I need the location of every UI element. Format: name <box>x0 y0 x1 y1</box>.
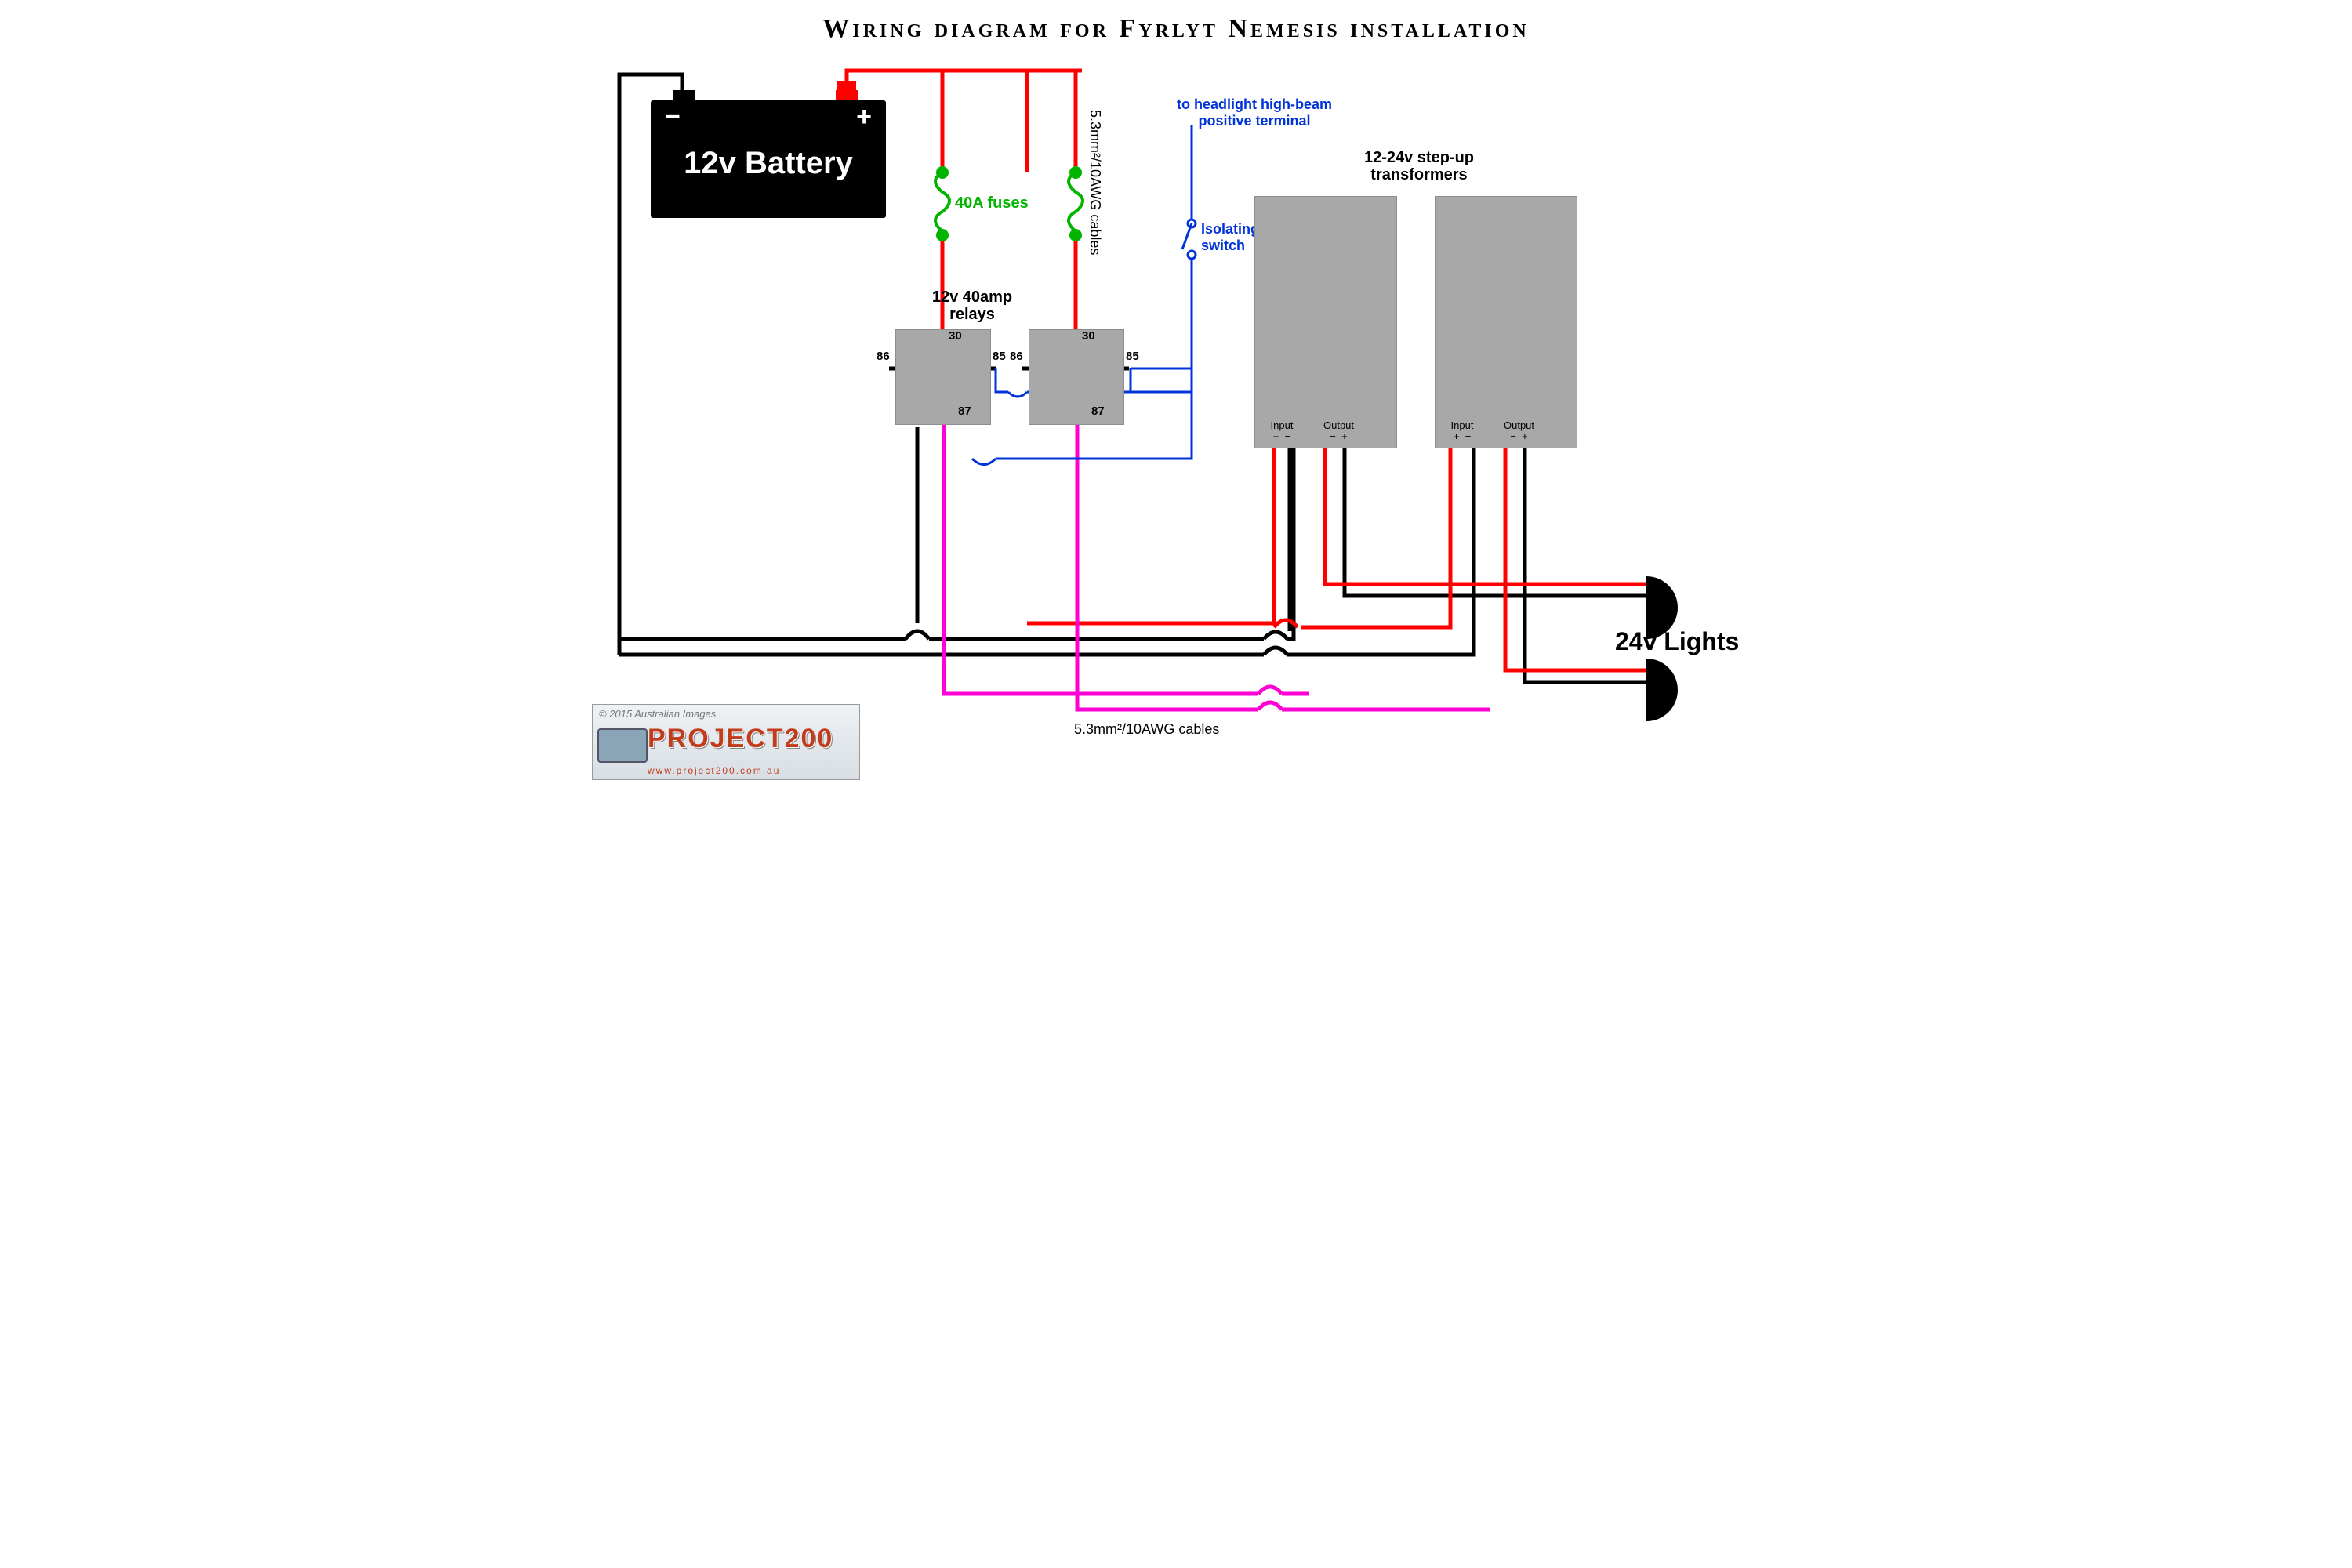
isolating-switch-label: Isolating switch <box>1201 221 1259 254</box>
battery-neg: − <box>665 102 681 132</box>
relay2-pin30: 30 <box>1082 329 1095 343</box>
xfmr2-output-minus: − <box>1510 430 1516 442</box>
battery-label: 12v Battery <box>651 146 886 181</box>
xfmr2-output-text: Output <box>1504 419 1534 431</box>
relay1-pin87: 87 <box>958 405 971 418</box>
xfmr1-input-plus: + <box>1273 430 1279 442</box>
transformers-heading: 12-24v step-up transformers <box>1333 149 1505 183</box>
xfmr2-output-plus: + <box>1522 430 1528 442</box>
highbeam-label: to headlight high-beam positive terminal <box>1152 96 1356 129</box>
cables-bottom-label: 5.3mm²/10AWG cables <box>1074 721 1219 738</box>
xfmr2-output-label: Output − + <box>1497 420 1541 443</box>
transformer-1 <box>1254 196 1397 448</box>
xfmr2-input-label: Input + − <box>1443 420 1482 443</box>
xfmr1-output-plus: + <box>1341 430 1348 442</box>
relay-2 <box>1029 329 1124 425</box>
lights-label: 24v Lights <box>1615 627 1739 656</box>
relay1-pin85: 85 <box>993 350 1006 363</box>
relay2-pin87: 87 <box>1091 405 1105 418</box>
logo-name: PROJECT200 <box>648 724 833 754</box>
relay2-pin85: 85 <box>1126 350 1139 363</box>
relay1-pin30: 30 <box>949 329 962 343</box>
xfmr2-input-text: Input <box>1451 419 1474 431</box>
relay2-pin86: 86 <box>1010 350 1023 363</box>
xfmr1-output-text: Output <box>1323 419 1354 431</box>
logo-url: www.project200.com.au <box>648 765 780 776</box>
transformer-2 <box>1435 196 1577 448</box>
battery: − + 12v Battery <box>651 100 886 218</box>
fuses-label: 40A fuses <box>955 194 1029 212</box>
xfmr2-input-minus: − <box>1465 430 1472 442</box>
xfmr1-output-label: Output − + <box>1317 420 1360 443</box>
xfmr1-input-text: Input <box>1271 419 1294 431</box>
cables-vertical-label: 5.3mm²/10AWG cables <box>1087 110 1103 314</box>
battery-pos: + <box>856 102 872 132</box>
xfmr1-input-minus: − <box>1285 430 1291 442</box>
attribution-logo: © 2015 Australian Images PROJECT200 www.… <box>592 704 860 780</box>
logo-copyright: © 2015 Australian Images <box>599 708 716 720</box>
xfmr1-output-minus: − <box>1330 430 1336 442</box>
logo-car-icon <box>597 728 648 763</box>
relay-1 <box>895 329 991 425</box>
xfmr1-input-label: Input + − <box>1262 420 1301 443</box>
xfmr2-input-plus: + <box>1454 430 1460 442</box>
relays-heading: 12v 40amp relays <box>902 289 1043 323</box>
relay1-pin86: 86 <box>877 350 890 363</box>
